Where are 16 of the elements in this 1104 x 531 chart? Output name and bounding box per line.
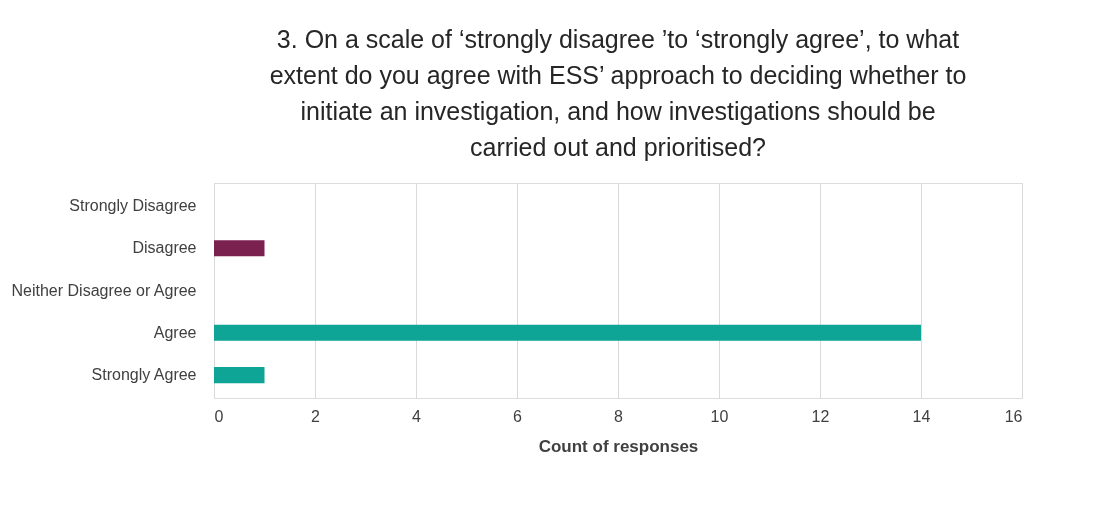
x-tick-label: 2 — [311, 407, 321, 425]
y-tick-label: Strongly Agree — [91, 366, 197, 384]
x-tick-label: 6 — [513, 407, 523, 425]
x-tick-label: 8 — [614, 407, 624, 425]
x-tick-label: 16 — [1004, 407, 1023, 425]
x-tick-label: 12 — [811, 407, 830, 425]
x-axis-title: Count of responses — [538, 436, 699, 456]
y-tick-label: Neither Disagree or Agree — [11, 281, 197, 299]
x-tick-label: 4 — [412, 407, 422, 425]
x-tick-label: 10 — [710, 407, 729, 425]
x-tick-label: 14 — [912, 407, 931, 425]
x-tick-label: 0 — [214, 407, 224, 425]
chart-title: 3. On a scale of ‘strongly disagree ’to ‘strongly agree’, to what extent do you agree with ESS’ approach to deciding whether to initiate an investigation, and how investigations should be carried out and prioritised? — [269, 25, 967, 161]
y-tick-label: Strongly Disagree — [69, 196, 197, 214]
y-tick-label: Agree — [153, 323, 197, 341]
y-tick-label: Disagree — [132, 239, 197, 257]
